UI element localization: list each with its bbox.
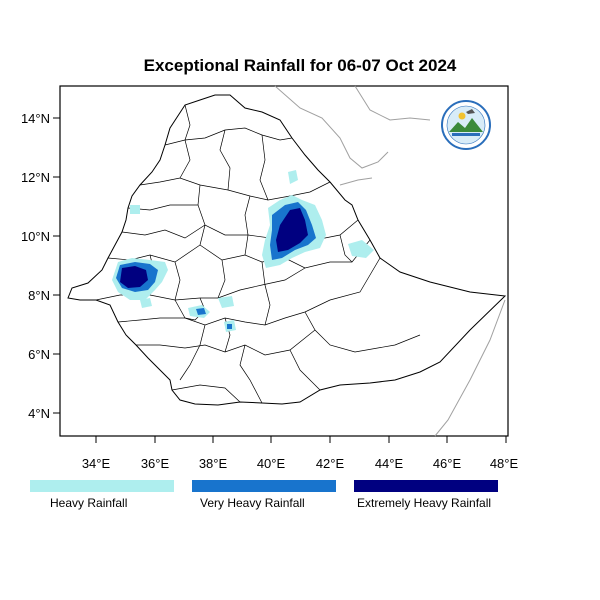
neighbor-borders (274, 85, 506, 437)
x-tick-label: 48°E (490, 456, 519, 471)
boundary-20 (179, 324, 206, 381)
heavy-rain-patch-3 (348, 240, 374, 258)
boundary-21 (239, 344, 263, 404)
legend-very-heavy-swatch (192, 480, 336, 492)
extreme-rain-northeast (276, 208, 308, 252)
boundary-18 (304, 311, 421, 353)
y-tick-label: 12°N (21, 170, 50, 185)
heavy-rain-patch-2 (130, 205, 140, 214)
x-tick-label: 42°E (316, 456, 345, 471)
boundary-5 (139, 177, 331, 201)
boundary-24 (339, 234, 353, 263)
extreme-rain-west (120, 266, 148, 288)
boundary-13 (174, 261, 186, 319)
boundary-6 (197, 184, 206, 246)
x-tick-label: 34°E (82, 456, 111, 471)
boundary-14 (217, 259, 226, 299)
boundary-22 (289, 349, 321, 391)
rainfall-areas (112, 170, 374, 332)
y-tick-label: 10°N (21, 229, 50, 244)
x-tick-label: 38°E (199, 456, 228, 471)
legend-heavy-label: Heavy Rainfall (50, 496, 128, 510)
legend-extreme-swatch (354, 480, 498, 492)
djibouti-border (339, 177, 373, 186)
x-tick-label: 36°E (141, 456, 170, 471)
x-tick-label: 44°E (375, 456, 404, 471)
x-tick-label: 40°E (257, 456, 286, 471)
emi-logo-icon (441, 100, 491, 150)
heavy-rain-patch-7 (140, 298, 152, 308)
boundary-2 (179, 104, 191, 179)
y-axis-ticks (53, 117, 60, 414)
legend-extreme-label: Extremely Heavy Rainfall (357, 496, 492, 510)
somalia-coast (434, 299, 506, 437)
legend-heavy-swatch (30, 480, 174, 492)
legend-very-heavy-label: Very Heavy Rainfall (200, 496, 305, 510)
y-tick-label: 6°N (28, 347, 50, 362)
red-sea-coast (354, 85, 431, 121)
x-tick-label: 46°E (433, 456, 462, 471)
map-title: Exceptional Rainfall for 06-07 Oct 2024 (143, 56, 457, 75)
eritrea-border (274, 85, 389, 169)
plot-frame (59, 85, 509, 437)
x-axis-ticks (95, 436, 507, 443)
boundary-3 (219, 129, 231, 191)
boundary-23 (171, 384, 241, 403)
boundary-16 (261, 261, 271, 326)
heavy-rain-patch-1 (288, 170, 298, 184)
y-tick-label: 4°N (28, 406, 50, 421)
heavy-rain-patch-5 (218, 296, 234, 308)
y-tick-label: 14°N (21, 111, 50, 126)
boundary-4 (259, 134, 269, 201)
x-axis-labels: 34°E 36°E 38°E 40°E 42°E 44°E 46°E 48°E (82, 456, 519, 471)
y-tick-label: 8°N (28, 288, 50, 303)
boundary-7 (244, 195, 251, 256)
y-axis-labels: 14°N 12°N 10°N 8°N 6°N 4°N (21, 111, 50, 421)
boundary-17 (117, 257, 381, 326)
boundary-1 (164, 127, 293, 146)
very-heavy-rain-patch-4 (196, 308, 206, 315)
very-heavy-rain-patch-6 (227, 324, 232, 329)
